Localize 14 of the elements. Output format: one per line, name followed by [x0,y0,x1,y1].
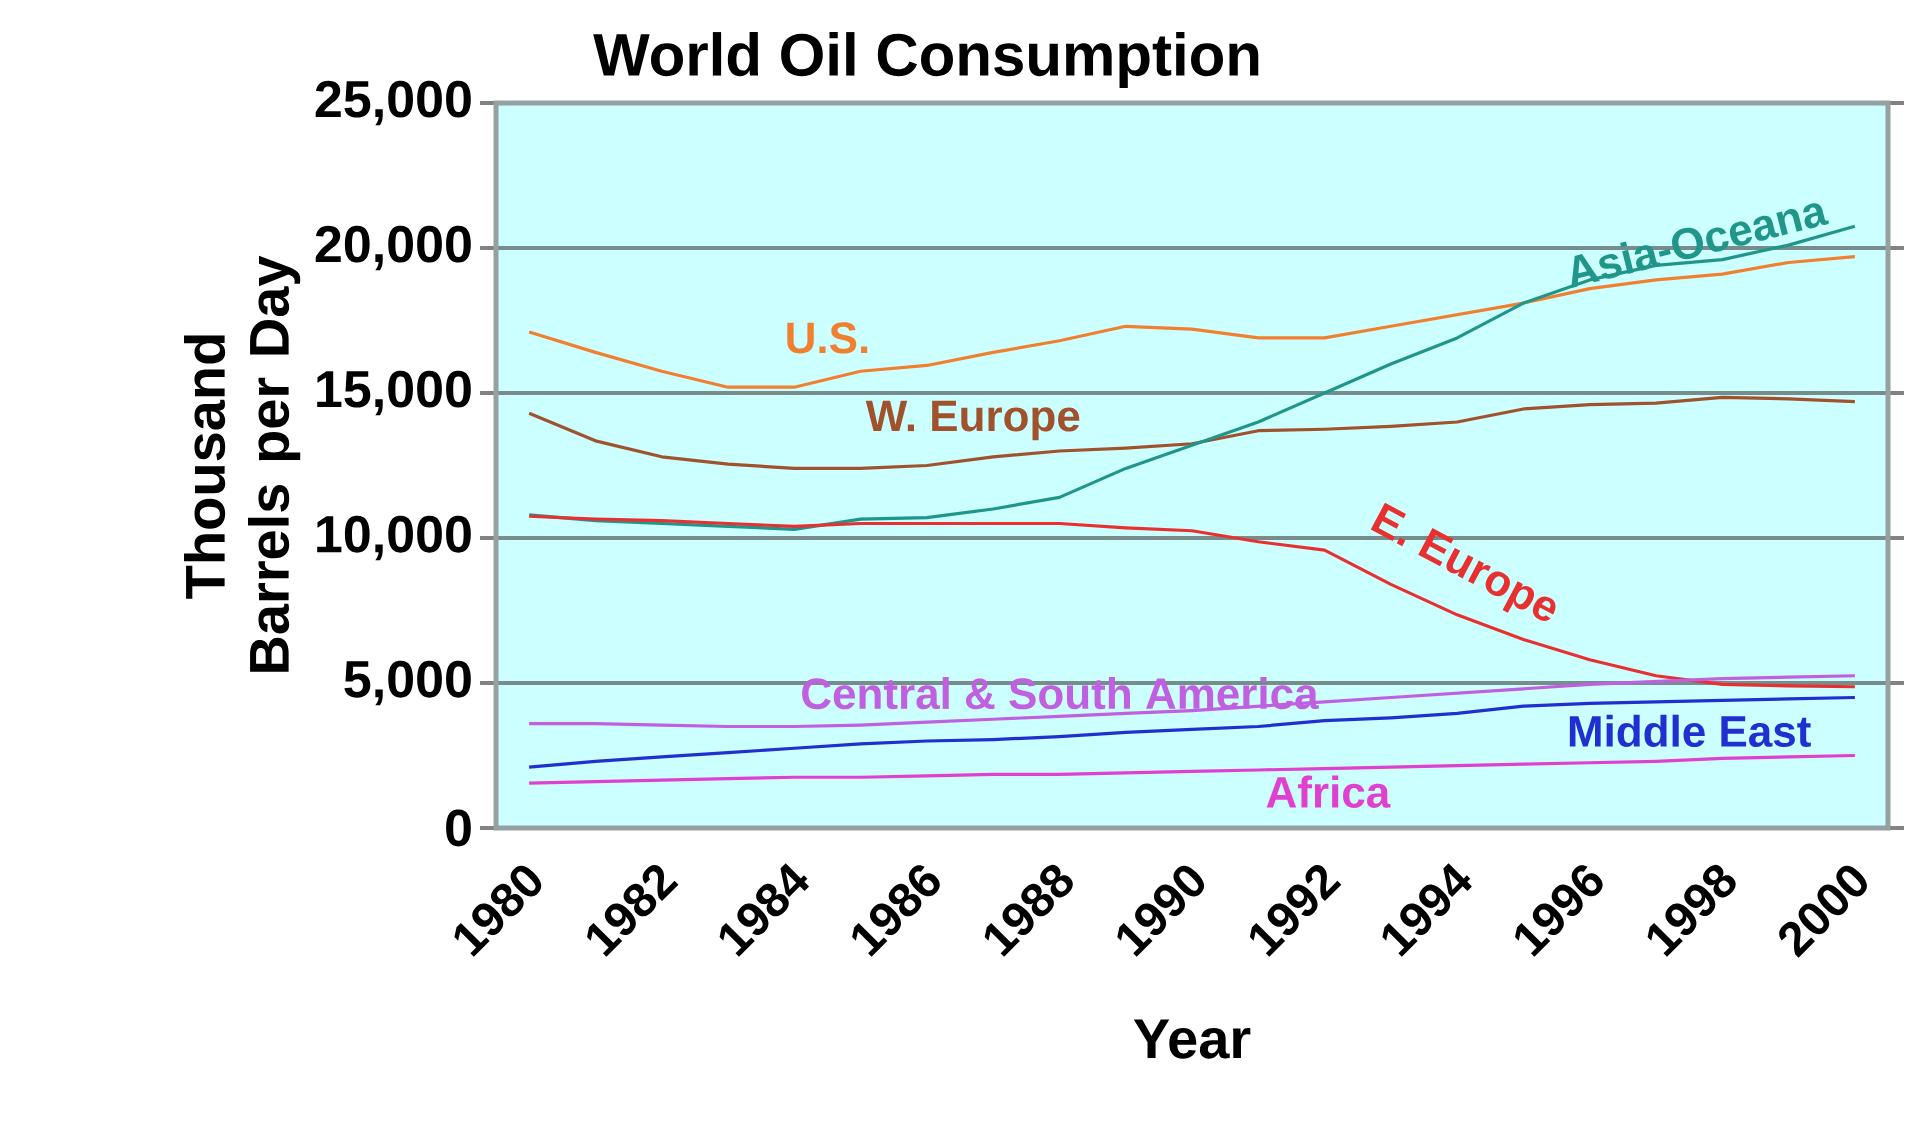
y-tick-label: 20,000 [315,225,471,271]
series-label: Middle East [1569,714,1811,748]
series-label: U.S. [787,322,868,354]
y-tick-label: 5,000 [344,660,471,706]
chart-title: World Oil Consumption [593,32,1259,88]
x-axis-title: Year [1133,1019,1251,1059]
y-axis-title: Thousand Barrels per Day [184,255,301,672]
y-tick-label: 10,000 [317,515,471,561]
y-tick-label: 15,000 [317,370,471,416]
y-tick-label: 0 [446,809,471,847]
line-series [527,395,1857,470]
y-tick-label: 25,000 [315,80,471,126]
series-label: Africa [1266,775,1391,808]
series-label: W. Europe [865,400,1080,441]
